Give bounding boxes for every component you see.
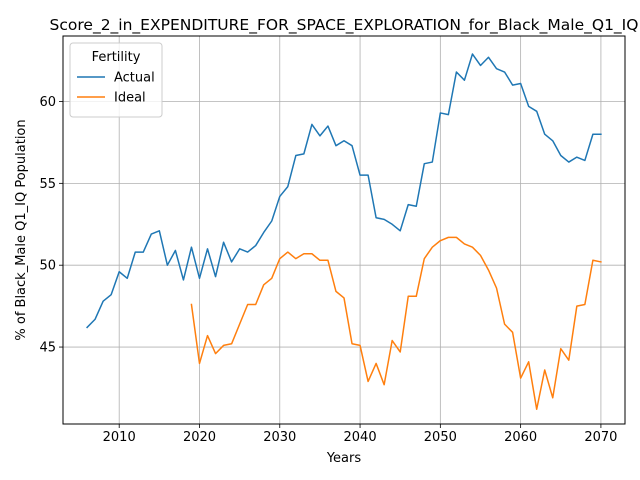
x-tick-label-2050: 2050 [424,430,457,445]
y-tick-label-45: 45 [39,341,56,356]
legend-label-actual: Actual [114,71,155,86]
legend-title: Fertility [92,50,141,65]
x-tick-label-2060: 2060 [504,430,537,445]
x-tick-label-2040: 2040 [344,430,377,445]
legend-entries: Actual Ideal [77,71,155,106]
x-tick-label-2030: 2030 [263,430,296,445]
x-tick-label-2020: 2020 [183,430,216,445]
series-lines [86,53,602,411]
legend-label-ideal: Ideal [114,91,146,106]
legend: Fertility Actual Ideal [69,42,163,118]
series-line-ideal [190,236,602,411]
grid [63,36,625,424]
legend-box [69,42,163,118]
y-tick-label-55: 55 [39,177,56,192]
x-tick-label-2070: 2070 [584,430,617,445]
y-tick-label-60: 60 [39,95,56,110]
series-line-actual [86,53,602,329]
x-tick-label-2010: 2010 [103,430,136,445]
axis-ticks: 2010 2020 2030 2040 2050 2060 2070 45 50 55 60 [39,95,617,445]
y-axis-label: % of Black_Male Q1_IQ Population [14,119,29,340]
x-axis-label: Years [326,451,362,466]
y-tick-label-50: 50 [39,259,56,274]
plot-area-frame [62,35,626,425]
chart-title: Score_2_in_EXPENDITURE_FOR_SPACE_EXPLORA… [50,16,639,35]
